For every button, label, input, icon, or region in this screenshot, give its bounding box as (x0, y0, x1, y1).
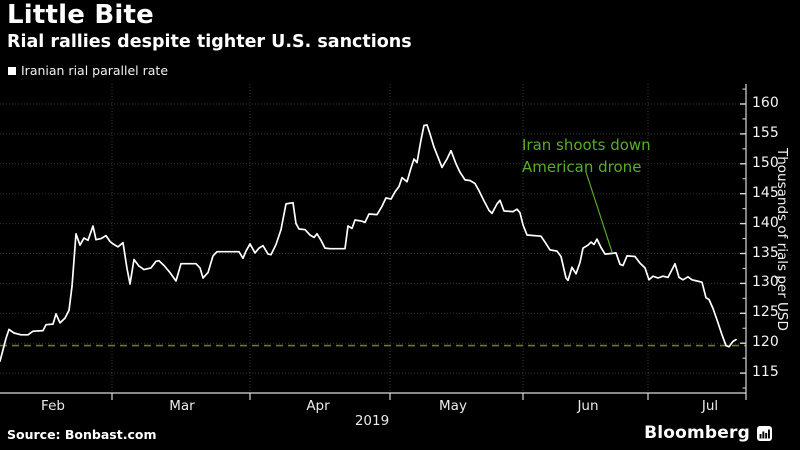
annotation-leader-line (585, 171, 613, 253)
x-tick-label-may: May (439, 398, 467, 414)
data-line-iranian-rial (0, 124, 737, 362)
x-tick-label-jun: Jun (577, 398, 599, 414)
y-axis-title: Thousands of rials per USD (774, 147, 790, 331)
legend-label: Iranian rial parallel rate (21, 63, 169, 78)
source-credit: Source: Bonbast.com (7, 427, 157, 442)
chart-title: Little Bite (7, 0, 154, 30)
legend-square-marker-icon (8, 66, 16, 75)
y-tick-label-130: 130 (752, 274, 779, 291)
bloomberg-wordmark: Bloomberg (644, 423, 750, 443)
y-tick-label-140: 140 (752, 214, 779, 231)
y-tick-label-150: 150 (752, 154, 779, 171)
x-axis-year-label: 2019 (354, 413, 390, 429)
annotation-line-1: Iran shoots down (522, 136, 651, 154)
y-tick-label-135: 135 (752, 244, 779, 261)
x-tick-label-feb: Feb (41, 398, 65, 414)
y-tick-label-155: 155 (752, 124, 779, 141)
y-tick-label-120: 120 (752, 334, 779, 351)
bar-chart-icon (757, 425, 772, 441)
x-tick-label-apr: Apr (306, 398, 330, 414)
x-tick-label-mar: Mar (169, 398, 195, 414)
bloomberg-logo: Bloomberg (644, 423, 772, 443)
event-annotation: Iran shoots down American drone (522, 134, 651, 178)
y-tick-label-125: 125 (752, 304, 779, 321)
y-tick-label-160: 160 (752, 95, 779, 111)
x-tick-label-jul: Jul (701, 398, 719, 414)
chart-subtitle: Rial rallies despite tighter U.S. sancti… (7, 32, 412, 52)
y-tick-label-145: 145 (752, 184, 779, 201)
annotation-line-2: American drone (522, 158, 642, 176)
y-tick-label-115: 115 (752, 364, 779, 381)
legend: Iranian rial parallel rate (8, 63, 168, 78)
